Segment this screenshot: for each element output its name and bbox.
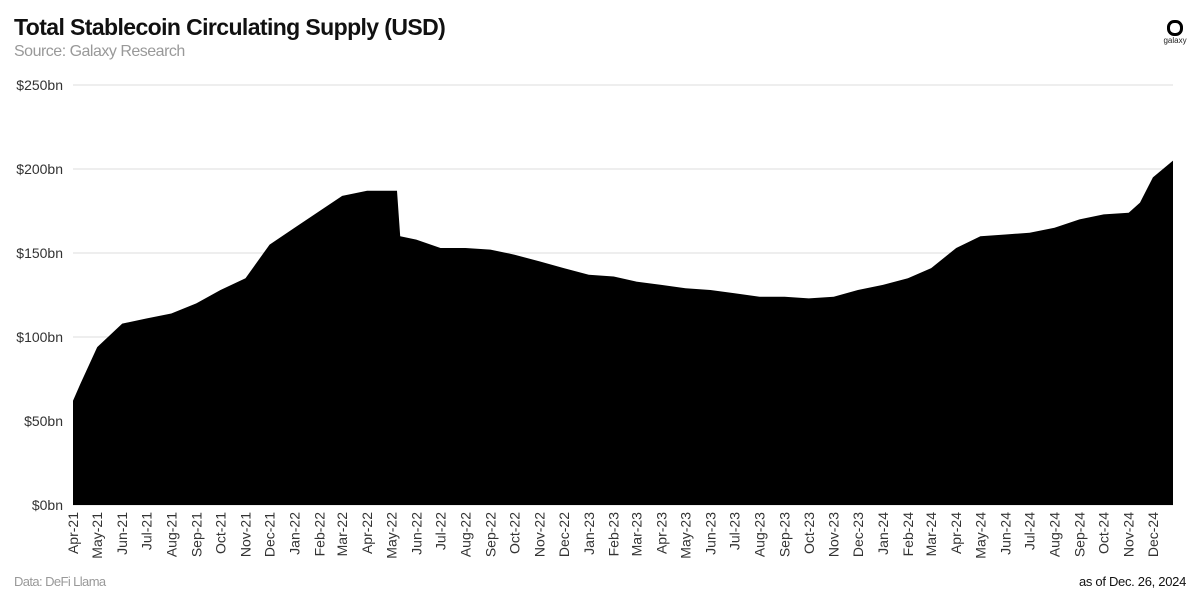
x-tick-label: Apr-22 <box>359 512 375 554</box>
y-tick-label: $0bn <box>32 497 63 513</box>
x-tick-label: Jun-22 <box>408 512 424 555</box>
x-tick-label: Mar-22 <box>334 512 350 557</box>
x-tick-label: Sep-22 <box>482 512 498 557</box>
y-tick-label: $50bn <box>24 413 63 429</box>
x-tick-label: Jul-23 <box>727 512 743 550</box>
logo-text: galaxy <box>1163 36 1187 45</box>
x-tick-label: Dec-24 <box>1145 512 1161 557</box>
x-tick-label: May-22 <box>383 512 399 559</box>
data-source: Data: DeFi Llama <box>14 574 106 589</box>
x-tick-label: Jun-21 <box>114 512 130 555</box>
y-tick-label: $250bn <box>16 77 63 93</box>
x-tick-label: Nov-22 <box>532 512 548 557</box>
x-tick-label: Feb-24 <box>900 512 916 557</box>
x-tick-label: Apr-21 <box>65 512 81 554</box>
x-tick-label: Aug-24 <box>1047 512 1063 557</box>
x-tick-label: Sep-21 <box>188 512 204 557</box>
x-tick-label: Jul-21 <box>138 512 154 550</box>
x-tick-label: Oct-22 <box>507 512 523 554</box>
supply-area <box>73 160 1173 505</box>
x-tick-label: May-21 <box>89 512 105 559</box>
x-tick-label: Apr-24 <box>948 512 964 554</box>
x-tick-label: Dec-22 <box>556 512 572 557</box>
x-tick-label: Jul-24 <box>1022 512 1038 550</box>
x-tick-label: Oct-23 <box>801 512 817 554</box>
x-tick-label: Mar-23 <box>628 512 644 557</box>
x-tick-label: Feb-22 <box>312 512 328 557</box>
x-tick-label: Jul-22 <box>432 512 448 550</box>
y-tick-label: $150bn <box>16 245 63 261</box>
x-tick-label: Nov-24 <box>1121 512 1137 557</box>
x-tick-label: Dec-21 <box>262 512 278 557</box>
chart-subtitle: Source: Galaxy Research <box>14 43 185 60</box>
x-tick-label: Oct-21 <box>212 512 228 554</box>
x-tick-label: Dec-23 <box>850 512 866 557</box>
x-tick-label: Jan-23 <box>581 512 597 555</box>
y-tick-label: $200bn <box>16 161 63 177</box>
chart-title: Total Stablecoin Circulating Supply (USD… <box>14 14 446 40</box>
x-tick-label: May-23 <box>677 512 693 559</box>
x-tick-label: Mar-24 <box>923 512 939 557</box>
x-tick-label: Jan-24 <box>875 512 891 555</box>
y-tick-label: $100bn <box>16 329 63 345</box>
x-tick-label: Aug-21 <box>163 512 179 557</box>
x-tick-label: Oct-24 <box>1096 512 1112 554</box>
galaxy-logo-icon <box>1167 20 1183 36</box>
x-tick-label: Jun-24 <box>997 512 1013 555</box>
x-tick-label: Sep-24 <box>1072 512 1088 557</box>
x-tick-label: Aug-23 <box>752 512 768 557</box>
x-tick-label: Aug-22 <box>457 512 473 557</box>
x-tick-label: Apr-23 <box>653 512 669 554</box>
galaxy-logo: galaxy <box>1160 20 1190 45</box>
x-tick-label: Jan-22 <box>287 512 303 555</box>
x-tick-label: Nov-21 <box>237 512 253 557</box>
x-tick-label: Jun-23 <box>702 512 718 555</box>
x-tick-label: Feb-23 <box>606 512 622 557</box>
as-of-date: as of Dec. 26, 2024 <box>1078 574 1186 589</box>
x-tick-label: Nov-23 <box>826 512 842 557</box>
x-tick-label: Sep-23 <box>777 512 793 557</box>
x-tick-label: May-24 <box>972 512 988 559</box>
